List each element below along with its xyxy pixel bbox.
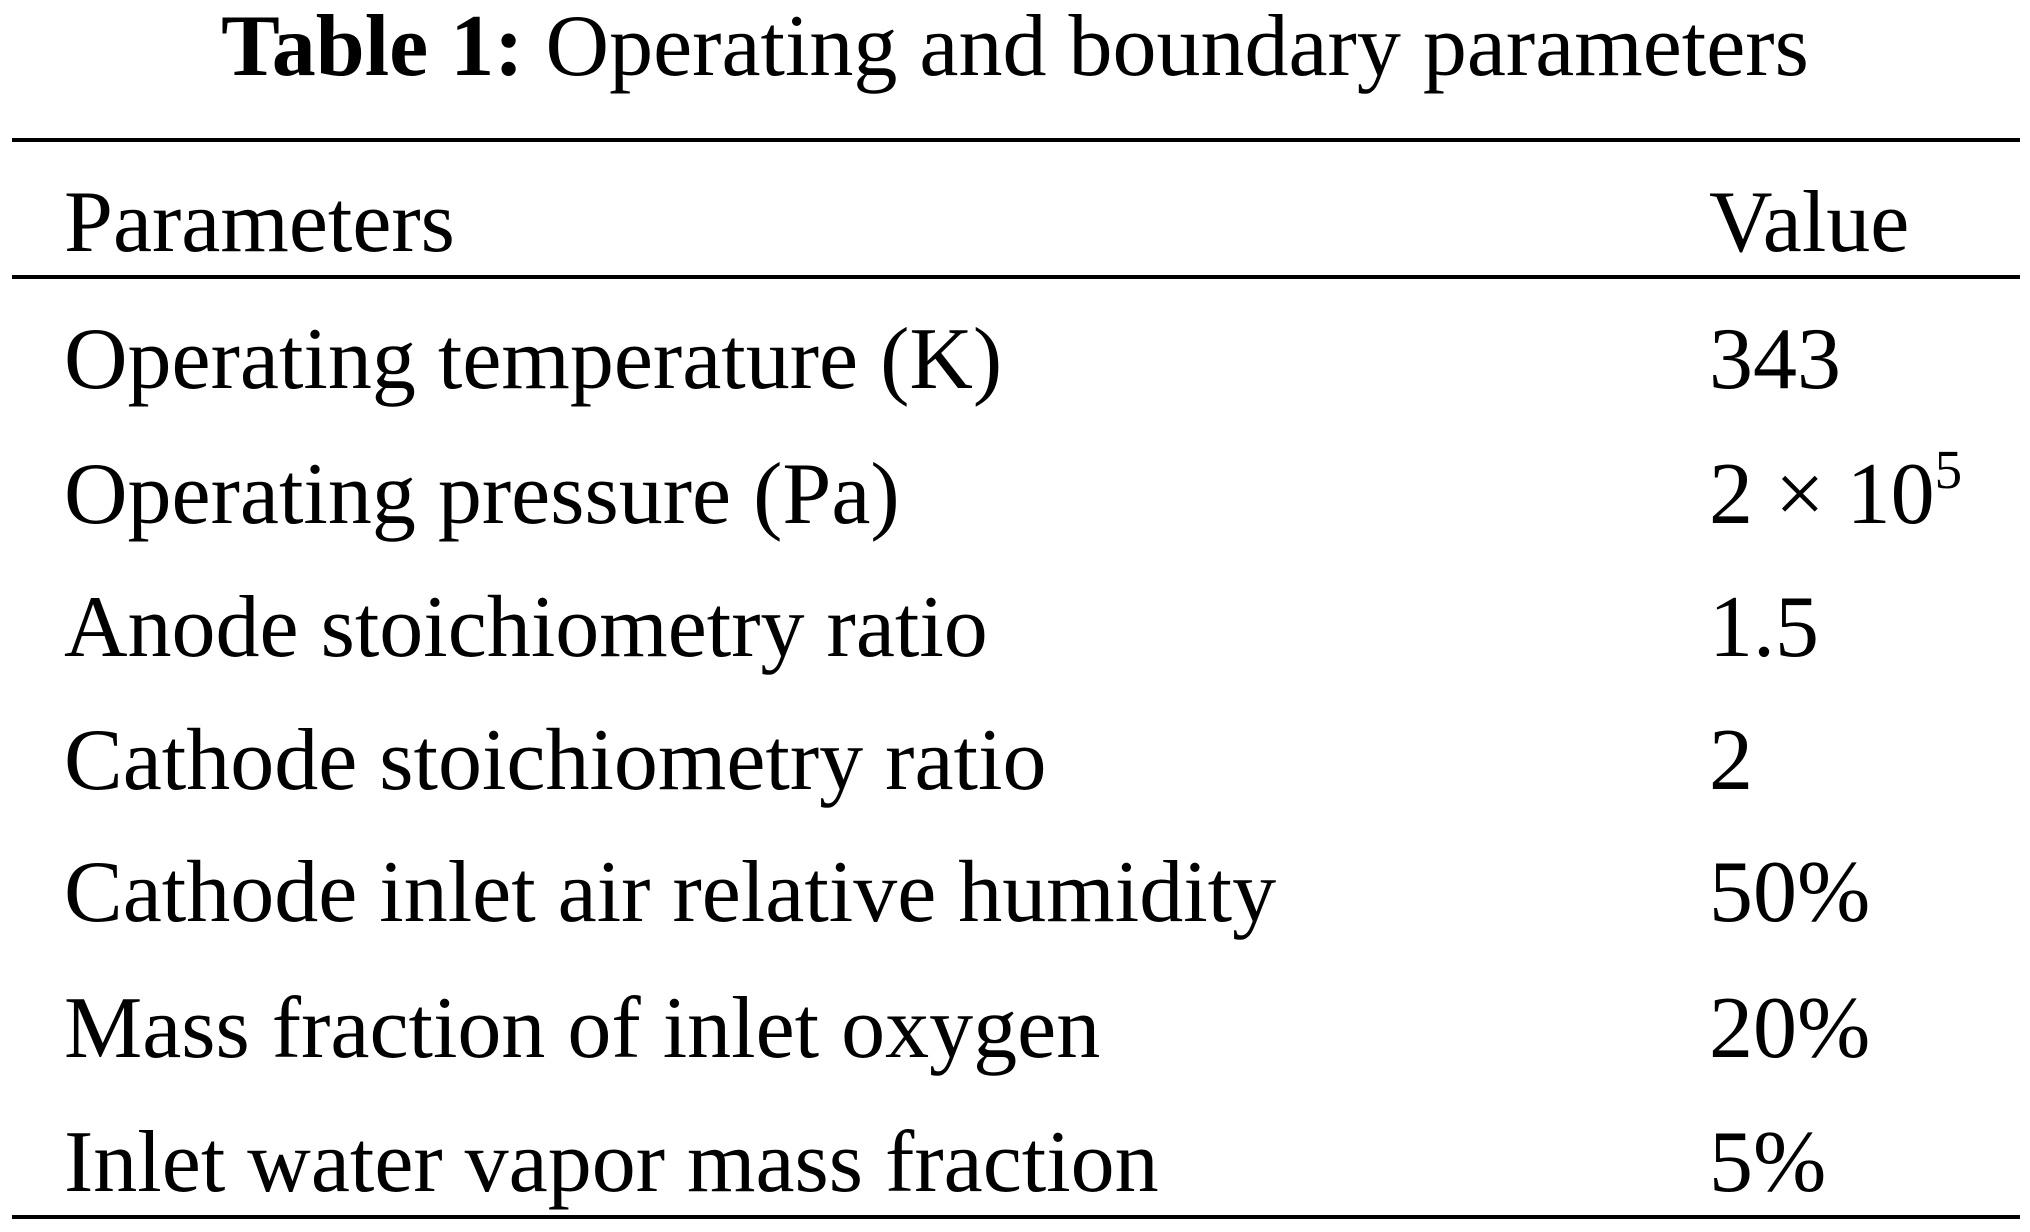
header-value: Value xyxy=(1709,174,1910,271)
table-row: Mass fraction of inlet oxygen 20% xyxy=(0,964,2030,1094)
parameter-cell: Operating pressure (Pa) xyxy=(64,446,900,543)
header-parameters: Parameters xyxy=(64,174,455,271)
table-caption: Operating and boundary parameters xyxy=(545,0,1809,95)
bottom-rule xyxy=(12,1215,2020,1219)
parameter-cell: Inlet water vapor mass fraction xyxy=(64,1114,1159,1211)
table-row: Inlet water vapor mass fraction 5% xyxy=(0,1098,2030,1228)
value-cell: 2 × 105 xyxy=(1709,430,1962,560)
parameter-cell: Cathode inlet air relative humidity xyxy=(64,844,1277,941)
table-title: Table 1: Operating and boundary parameter… xyxy=(0,0,2030,102)
table-row: Anode stoichiometry ratio 1.5 xyxy=(0,563,2030,693)
value-cell: 1.5 xyxy=(1709,579,1819,676)
top-rule xyxy=(12,138,2020,142)
parameter-cell: Cathode stoichiometry ratio xyxy=(64,712,1047,809)
value-cell: 343 xyxy=(1709,311,1841,408)
table-label: Table 1: xyxy=(221,0,524,95)
value-cell: 2 xyxy=(1709,712,1753,809)
value-cell: 5% xyxy=(1709,1114,1827,1211)
value-cell: 20% xyxy=(1709,980,1871,1077)
parameter-cell: Anode stoichiometry ratio xyxy=(64,579,988,676)
header-row: Parameters Value xyxy=(0,158,2030,288)
value-cell: 50% xyxy=(1709,844,1871,941)
value-exponent: 5 xyxy=(1934,439,1963,500)
table-row: Operating temperature (K) 343 xyxy=(0,295,2030,425)
parameter-cell: Operating temperature (K) xyxy=(64,311,1003,408)
header-rule xyxy=(12,275,2020,279)
table-row: Cathode stoichiometry ratio 2 xyxy=(0,696,2030,826)
table-row: Cathode inlet air relative humidity 50% xyxy=(0,828,2030,958)
parameter-cell: Mass fraction of inlet oxygen xyxy=(64,980,1101,1077)
value-base: 2 × 10 xyxy=(1709,446,1935,543)
table-row: Operating pressure (Pa) 2 × 105 xyxy=(0,430,2030,560)
